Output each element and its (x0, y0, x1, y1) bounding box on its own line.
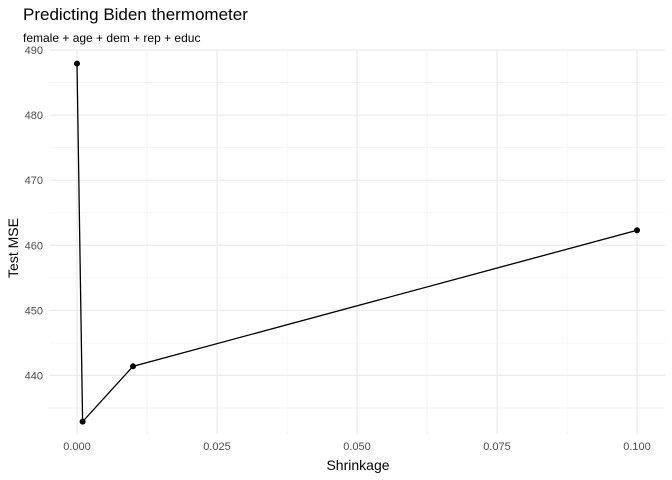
data-point (79, 418, 86, 425)
x-tick-label: 0.000 (63, 441, 91, 453)
x-tick-label: 0.100 (623, 441, 651, 453)
y-tick-label: 450 (25, 305, 43, 317)
x-tick-label: 0.075 (483, 441, 511, 453)
data-point (634, 227, 640, 234)
y-tick-label: 480 (25, 110, 43, 122)
y-axis-title: Test MSE (5, 218, 21, 278)
data-point (130, 363, 136, 370)
chart-title: Predicting Biden thermometer (23, 5, 248, 24)
y-tick-label: 440 (25, 370, 43, 382)
y-tick-labels: 440 450 460 470 480 490 (25, 45, 43, 382)
x-tick-label: 0.050 (343, 441, 371, 453)
x-tick-labels: 0.000 0.025 0.050 0.075 0.100 (63, 441, 651, 453)
y-tick-label: 460 (25, 240, 43, 252)
x-axis-title: Shrinkage (326, 457, 389, 473)
y-tick-label: 490 (25, 45, 43, 57)
x-tick-label: 0.025 (203, 441, 231, 453)
grid-lines (49, 49, 665, 434)
chart-subtitle: female + age + dem + rep + educ (23, 31, 201, 45)
series-line (76, 63, 638, 424)
y-tick-label: 470 (25, 175, 43, 187)
data-point (74, 60, 80, 67)
series-test-mse (74, 60, 640, 425)
